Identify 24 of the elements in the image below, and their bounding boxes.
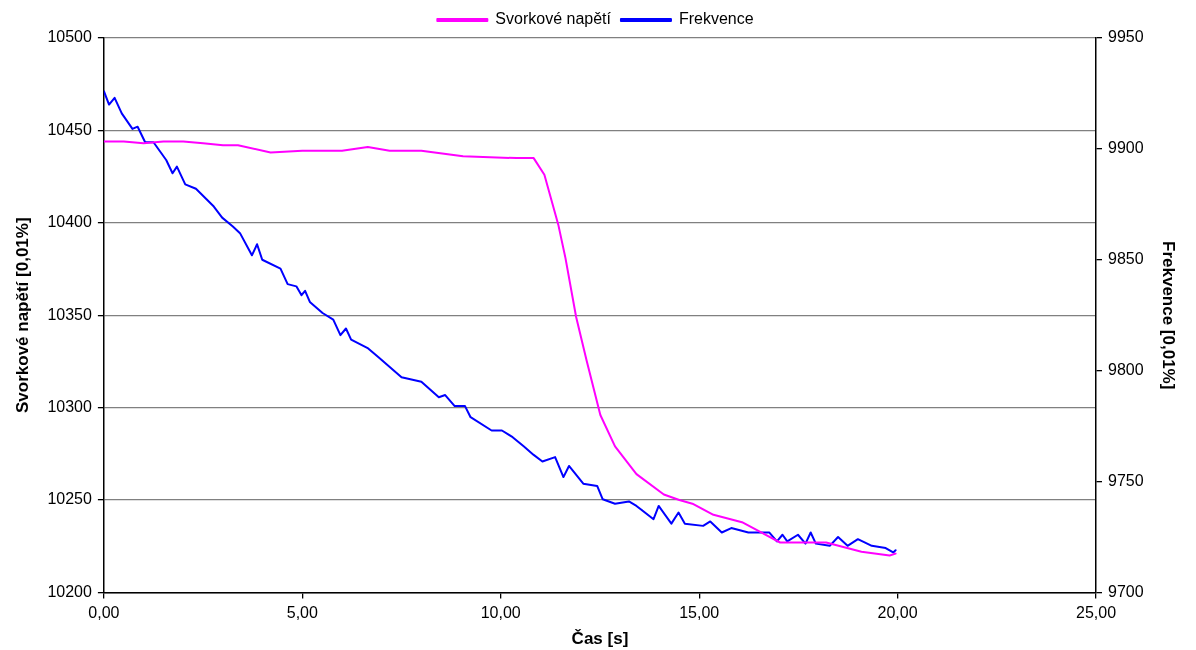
y2-axis-title: Frekvence [0,01%] (1159, 241, 1179, 390)
y-tick-label: 10350 (47, 305, 92, 323)
y-tick-label: 10250 (47, 490, 92, 508)
x-tick-label: 10,00 (480, 604, 521, 622)
x-tick-label: 5,00 (286, 604, 318, 622)
y-tick-label: 10300 (47, 398, 92, 416)
y-tick-label: 10200 (47, 582, 92, 600)
legend-label: Frekvence (678, 10, 754, 28)
y-tick-label: 10500 (47, 28, 92, 46)
x-tick-label: 25,00 (1075, 604, 1117, 622)
y2-tick-label: 9950 (1108, 28, 1144, 46)
y2-tick-label: 9800 (1108, 361, 1144, 379)
x-tick-label: 0,00 (88, 604, 120, 622)
y2-tick-label: 9850 (1108, 250, 1144, 268)
x-tick-label: 15,00 (679, 604, 720, 622)
y2-tick-label: 9900 (1108, 139, 1144, 157)
y-axis-title: Svorkové napětí [0,01%] (12, 217, 32, 413)
y2-tick-label: 9750 (1108, 471, 1144, 489)
y-tick-label: 10400 (47, 213, 92, 231)
x-tick-label: 20,00 (877, 604, 918, 622)
y-tick-label: 10450 (47, 120, 92, 138)
legend-label: Svorkové napětí (495, 10, 612, 28)
y2-tick-label: 9700 (1108, 582, 1144, 600)
x-axis-title: Čas [s] (571, 629, 629, 649)
